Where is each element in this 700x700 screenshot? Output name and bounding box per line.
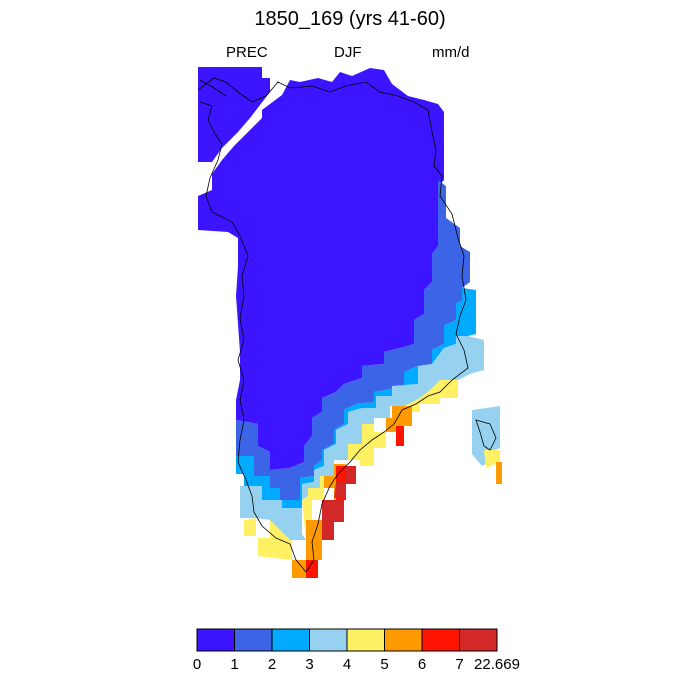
- precip-zone-level-3: [302, 336, 484, 500]
- precip-zone-level-5-island: [496, 462, 502, 484]
- colorbar-swatch: [196, 628, 235, 652]
- colorbar-tick-label: 6: [417, 656, 427, 673]
- precip-zone-level-2: [282, 288, 476, 508]
- precip-zone-level-6: [396, 426, 404, 446]
- colorbar-tick-label: 2: [267, 656, 277, 673]
- colorbar-swatch: [346, 628, 385, 652]
- precip-field: [198, 67, 502, 578]
- units-label: mm/d: [432, 44, 470, 61]
- colorbar-swatch: [384, 628, 423, 652]
- colorbar-swatch: [459, 628, 498, 652]
- precip-zone-level-0-mainland: [198, 68, 444, 470]
- variable-label: PREC: [226, 44, 268, 61]
- colorbar-tick-label: 4: [342, 656, 352, 673]
- colorbar-tick-label: 1: [230, 656, 239, 673]
- precip-zone-level-7: [334, 466, 356, 498]
- colorbar: [196, 628, 498, 652]
- colorbar-swatch: [421, 628, 460, 652]
- precip-zone-level-0: [198, 67, 270, 162]
- colorbar-tick-label: 5: [380, 656, 389, 673]
- colorbar-tick-label: 7: [455, 656, 464, 673]
- colorbar-tick-label: 3: [305, 656, 314, 673]
- colorbar-tick-label: 0: [192, 656, 202, 673]
- map-title: 1850_169 (yrs 41-60): [254, 8, 446, 30]
- season-label: DJF: [334, 44, 362, 61]
- colorbar-tick-label: 22.669: [474, 656, 520, 673]
- precip-zone-level-4-mid: [348, 424, 386, 466]
- coastline: [197, 77, 497, 573]
- precip-zone-level-2-south: [236, 456, 280, 500]
- precip-zone-level-1: [236, 180, 470, 500]
- precip-zone-level-3-south: [240, 486, 306, 540]
- precip-zone-level-7-south: [322, 500, 344, 540]
- colorbar-swatch: [309, 628, 348, 652]
- precip-zone-level-4-south: [244, 476, 334, 560]
- colorbar-swatch: [234, 628, 273, 652]
- colorbar-swatch: [271, 628, 310, 652]
